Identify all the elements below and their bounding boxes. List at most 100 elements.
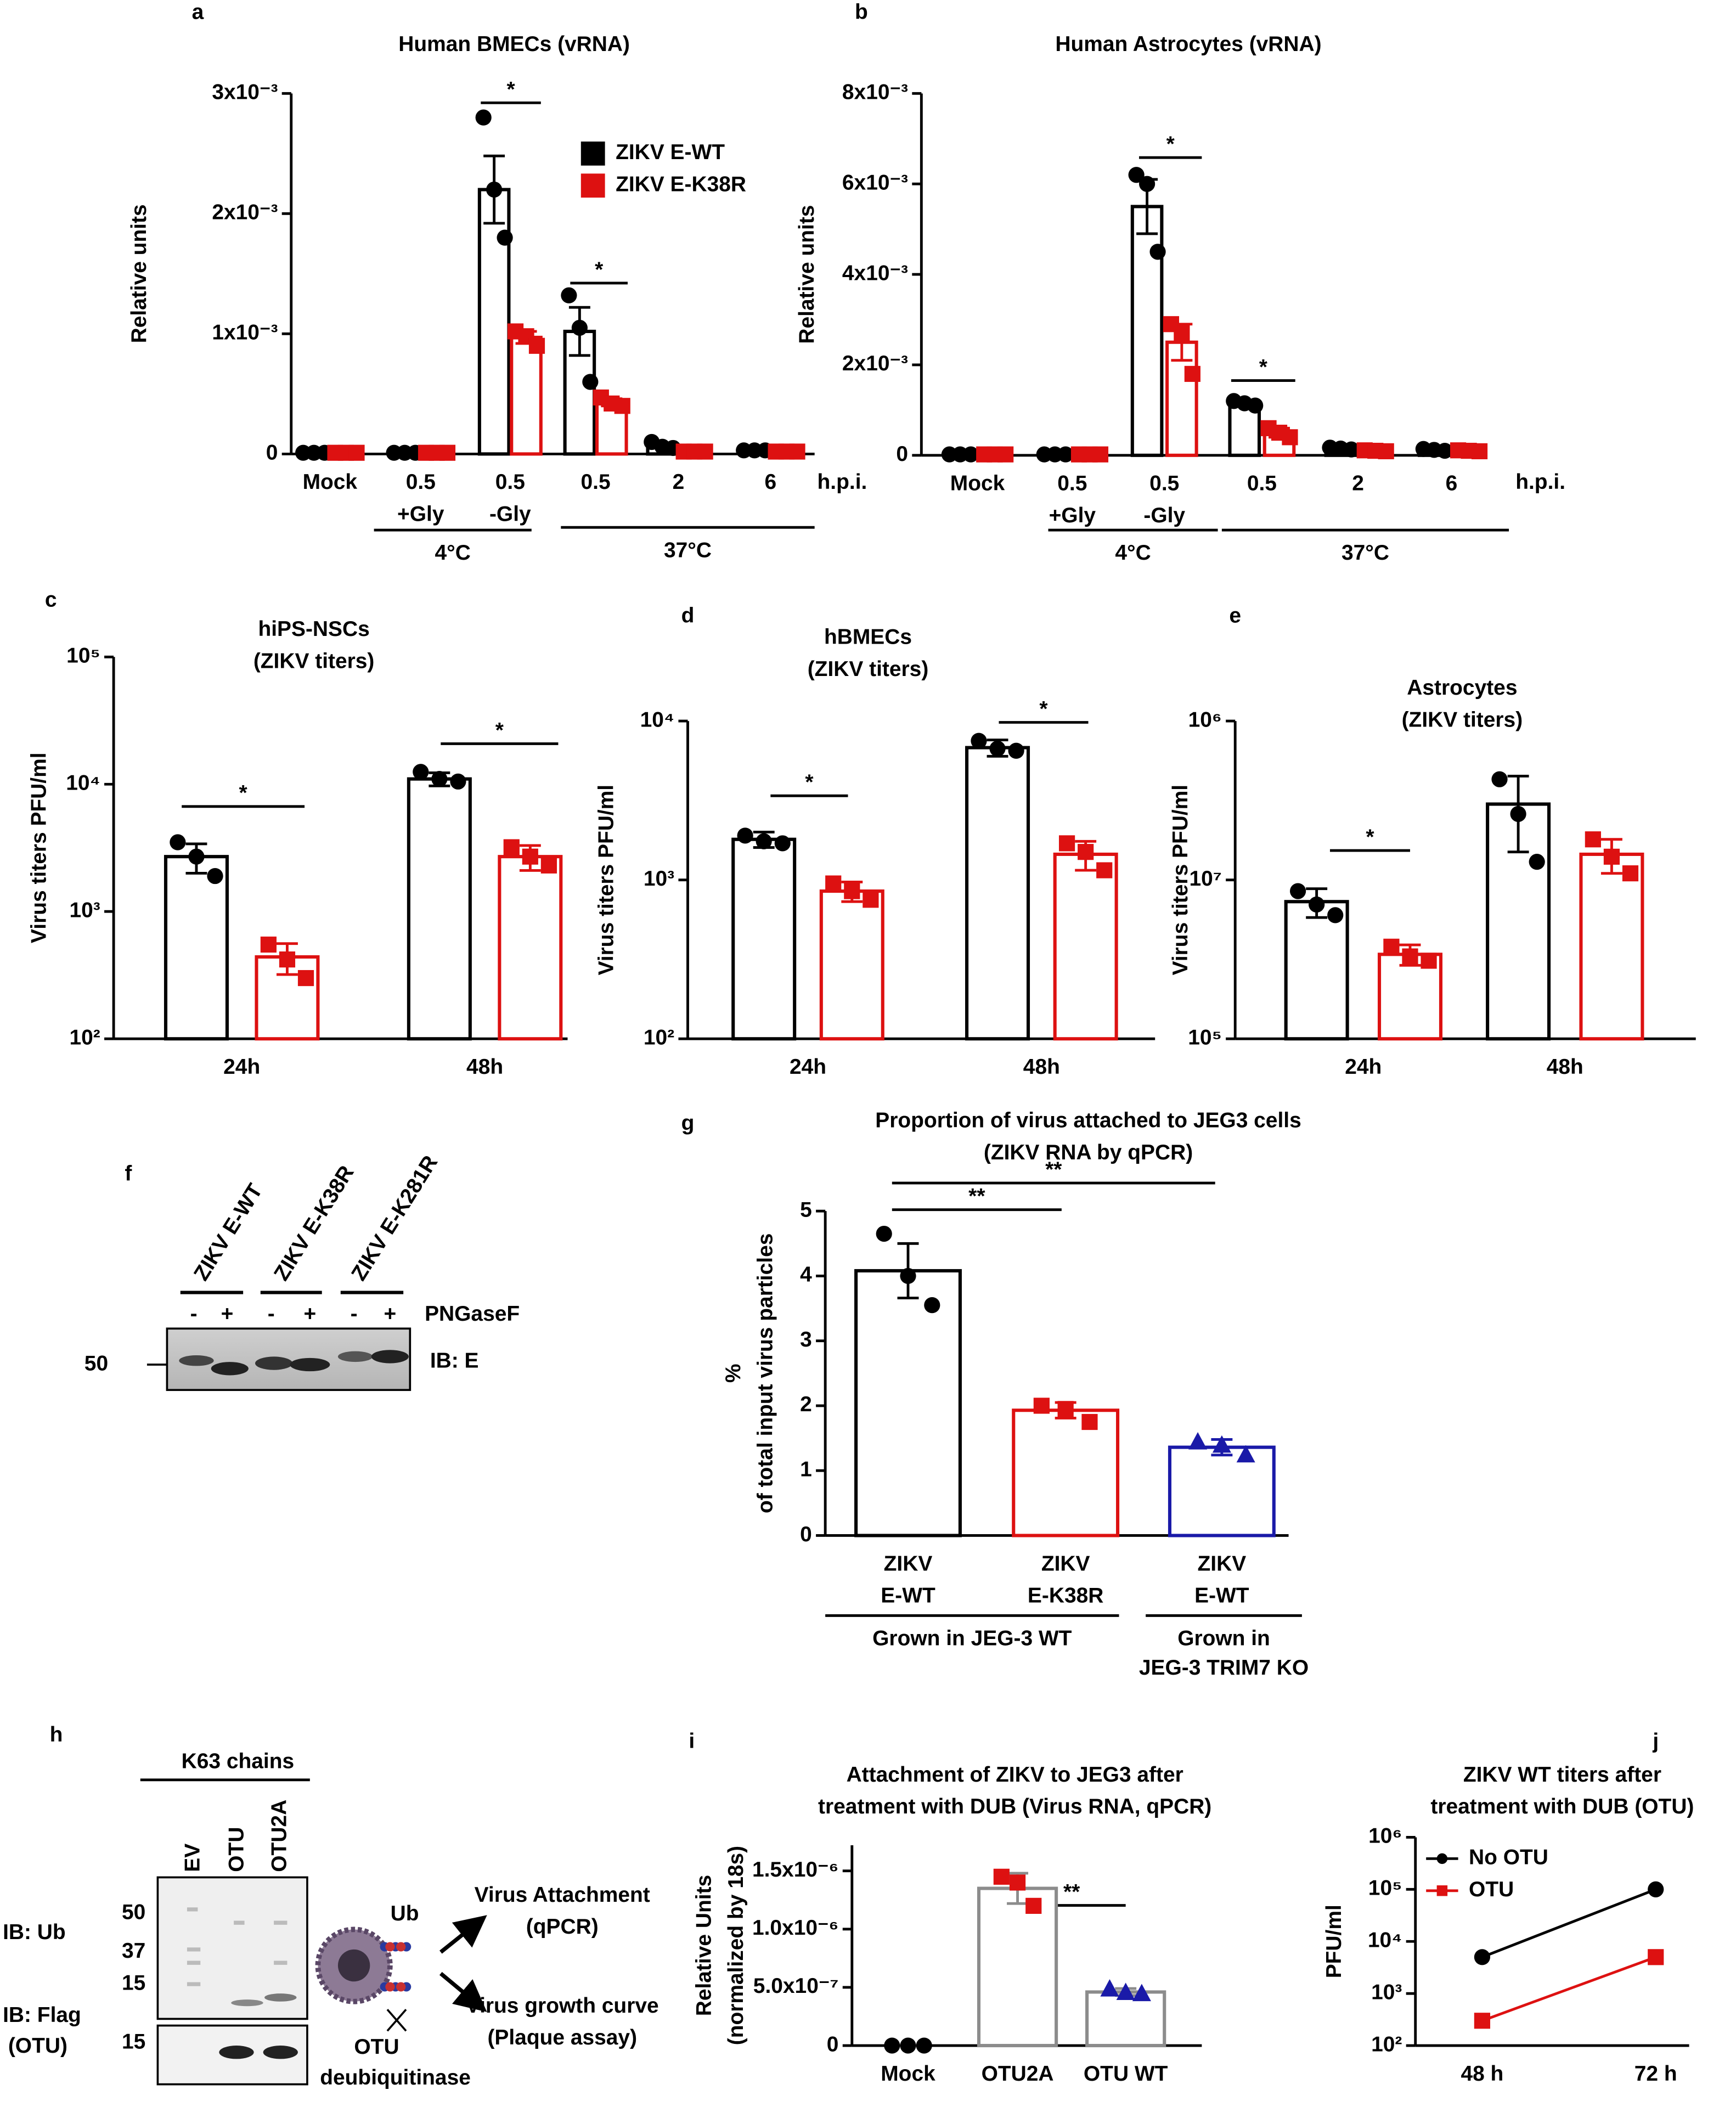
arrow: [439, 1915, 487, 1954]
y-axis-label: PFU/ml: [1322, 1905, 1346, 1978]
outcome-label: Virus Attachment: [475, 1883, 650, 1907]
y-axis-label: Relative Units: [692, 1875, 715, 2016]
x-tick-label: ZIKV: [1041, 1552, 1090, 1575]
enzyme-label: OTU: [354, 2035, 399, 2059]
y-axis-label: Virus titers PFU/ml: [1169, 785, 1192, 976]
y-tick-label: 1x10⁻³: [212, 321, 278, 345]
y-axis-label: Virus titers PFU/ml: [27, 752, 51, 943]
x-tick-label: 0.5: [1149, 472, 1179, 495]
x-tick-label: -Gly: [1143, 504, 1185, 527]
panel-letter: a: [192, 1, 204, 24]
y-tick-label: 4x10⁻³: [842, 261, 908, 285]
x-tick-label: E-WT: [881, 1584, 935, 1608]
y-tick-label: 0: [266, 441, 278, 465]
significance-label: **: [968, 1185, 985, 1208]
legend-label: ZIKV E-K38R: [616, 173, 746, 196]
mw-marker: 15: [122, 2030, 145, 2053]
x-tick-label: ZIKV: [884, 1552, 933, 1575]
treatment-sign: +: [221, 1302, 234, 1326]
data-point: [439, 444, 456, 461]
data-point: [1236, 1445, 1255, 1463]
y-tick-label: 6x10⁻³: [842, 171, 908, 194]
bar: [1168, 1445, 1276, 1537]
data-point: [297, 970, 314, 987]
y-tick-label: 0: [800, 1523, 812, 1546]
data-point: [971, 733, 987, 749]
data-point: [1149, 244, 1166, 260]
lane-label: ZIKV E-K38R: [269, 1162, 359, 1285]
data-point: [1025, 1897, 1042, 1914]
bar: [977, 1886, 1058, 2048]
legend-label: ZIKV E-WT: [616, 140, 725, 164]
group-label: Grown in: [1177, 1627, 1270, 1650]
band: [219, 2046, 254, 2059]
line: [1481, 1956, 1656, 2023]
data-point: [497, 229, 513, 246]
x-tick-label: 0.5: [581, 470, 611, 494]
x-tick-label: 6: [765, 470, 777, 494]
data-point: [413, 764, 429, 780]
data-point: [844, 883, 860, 899]
data-point: [789, 443, 805, 460]
data-point: [900, 1267, 916, 1285]
data-point: [1138, 176, 1156, 192]
panel-letter: i: [689, 1729, 695, 1753]
x-tick-label: 0.5: [406, 470, 436, 494]
y-tick-label: 10⁴: [66, 771, 100, 795]
legend-swatch: [580, 173, 605, 198]
mw-marker: 15: [122, 1971, 145, 1995]
bar: [1579, 852, 1644, 1041]
data-point: [1078, 844, 1094, 860]
ub-label: Ub: [391, 1902, 419, 1925]
y-tick-label: 10²: [69, 1026, 100, 1050]
y-tick-label: 1.5x10⁻⁶: [752, 1858, 839, 1881]
significance-label: *: [495, 719, 504, 742]
chart-title: (ZIKV titers): [808, 657, 929, 681]
line-marker: [1474, 1949, 1490, 1965]
band: [337, 1351, 373, 1362]
y-tick-label: 0: [896, 442, 908, 466]
y-axis-label: Relative units: [795, 205, 819, 344]
data-point: [1058, 835, 1075, 852]
data-point: [1092, 446, 1109, 463]
chart-title: hiPS-NSCs: [258, 617, 369, 641]
chart-title: Human BMECs (vRNA): [398, 32, 630, 56]
significance-label: *: [1366, 825, 1374, 849]
x-tick-label: 48h: [466, 1055, 503, 1079]
x-axis-label: h.p.i.: [1515, 470, 1565, 494]
panel-letter: b: [855, 1, 868, 24]
y-tick-label: 10⁷: [1190, 867, 1222, 891]
data-point: [1383, 938, 1400, 955]
data-point: [188, 848, 205, 865]
x-tick-label: E-WT: [1194, 1584, 1249, 1608]
data-point: [1289, 883, 1306, 899]
x-tick-label: +Gly: [1049, 504, 1096, 527]
treatment-sign: -: [351, 1302, 358, 1326]
chart-title: (ZIKV RNA by qPCR): [984, 1141, 1193, 1164]
legend-marker: [1436, 1853, 1448, 1864]
x-tick-label: 2: [673, 470, 685, 494]
data-point: [582, 374, 599, 390]
data-point: [1009, 1874, 1026, 1891]
chart-title: (ZIKV titers): [1402, 708, 1523, 731]
x-tick-label: -Gly: [489, 503, 531, 526]
data-point: [863, 892, 879, 908]
panel-letter: f: [125, 1162, 132, 1186]
data-point: [450, 773, 466, 790]
data-point: [1057, 1401, 1074, 1417]
legend-marker: [1436, 1885, 1448, 1896]
data-point: [1622, 865, 1639, 882]
x-tick-label: 48h: [1023, 1055, 1060, 1079]
y-tick-label: 2: [800, 1393, 812, 1416]
data-point: [774, 835, 791, 852]
x-tick-label: 72 h: [1634, 2062, 1677, 2086]
data-point: [503, 839, 520, 855]
data-point: [1100, 1979, 1119, 1997]
significance-label: *: [595, 258, 604, 281]
data-point: [1247, 397, 1264, 414]
y-axis-label: of total input virus particles: [753, 1233, 777, 1513]
y-tick-label: 10⁵: [66, 644, 100, 668]
treatment-sign: +: [384, 1302, 396, 1326]
data-point: [1057, 446, 1074, 463]
band: [290, 1357, 330, 1372]
